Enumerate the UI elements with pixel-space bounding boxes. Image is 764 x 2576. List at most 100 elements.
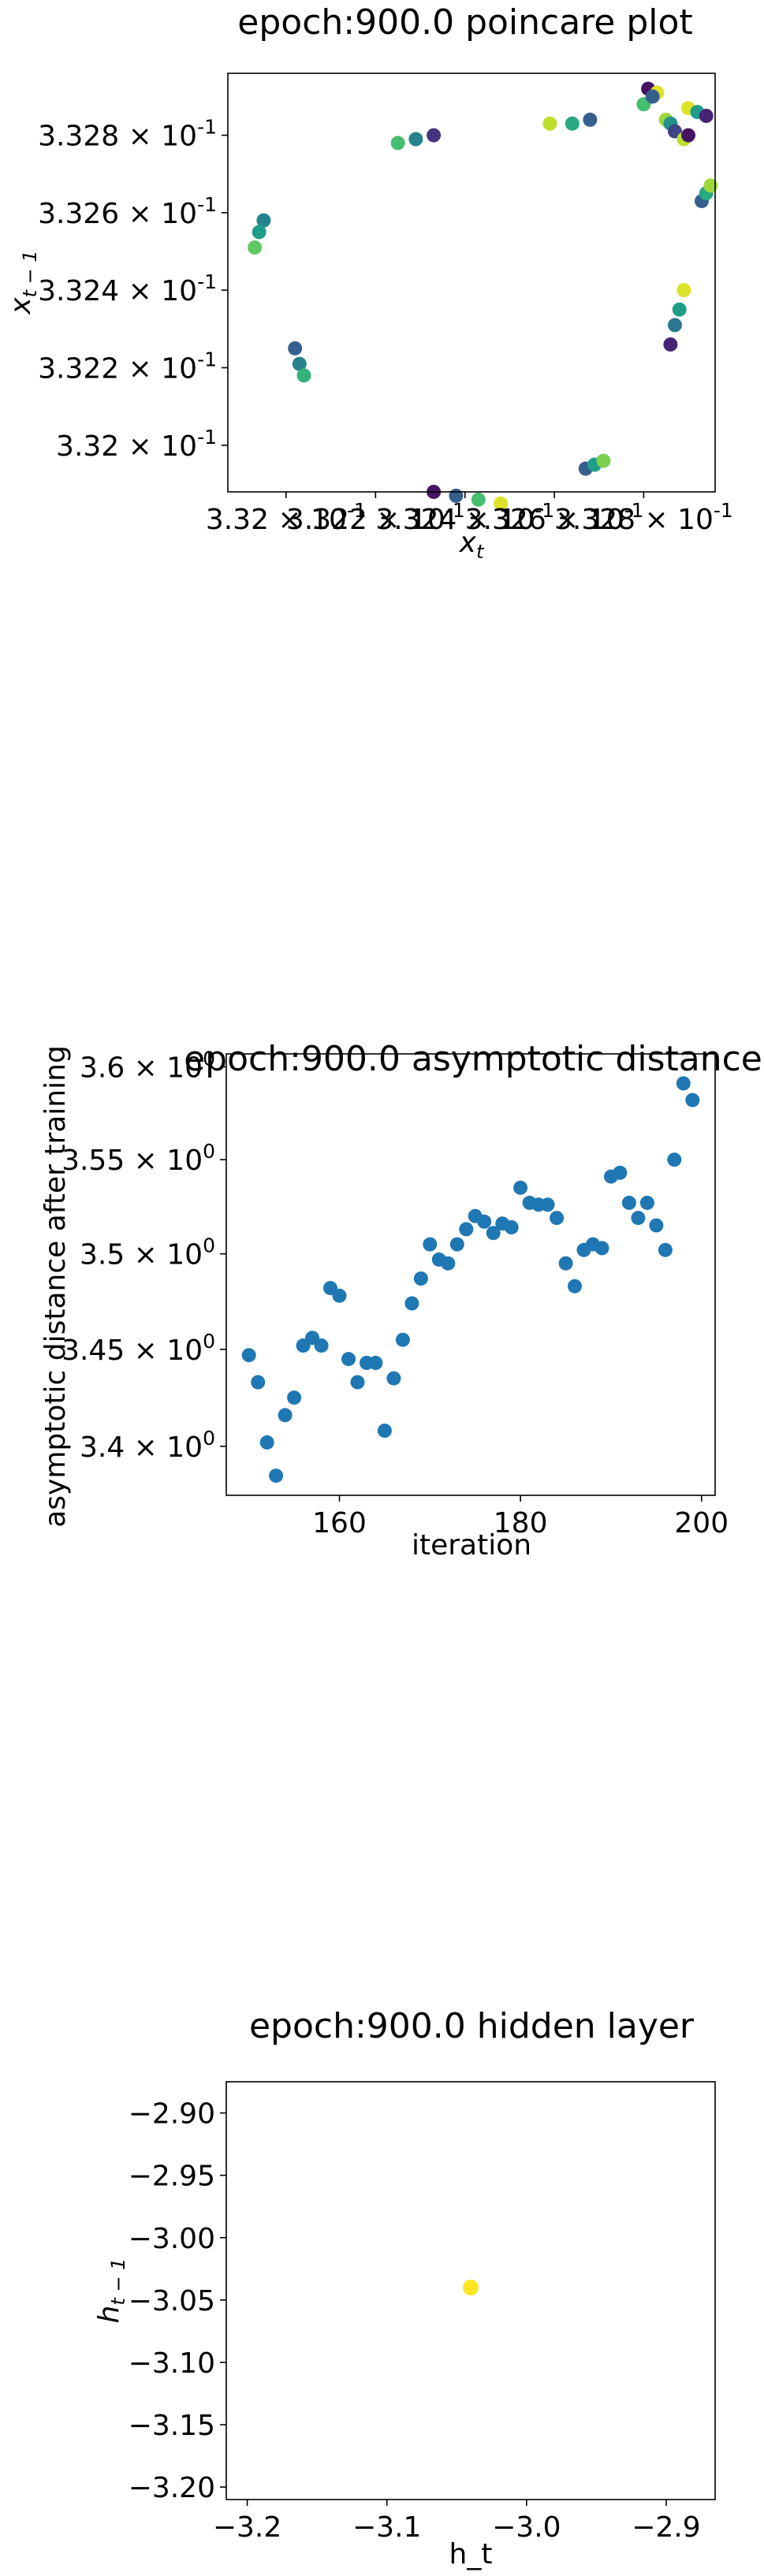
data-point (449, 1237, 464, 1252)
data-point (278, 1408, 293, 1423)
x-tick-label: 200 (674, 1507, 729, 1539)
asymptotic-distance-x-ticks: 160 180 200 (312, 1495, 729, 1539)
y-tick-label: −2.90 (129, 2098, 215, 2131)
data-point (699, 109, 714, 123)
poincare-plot-frame (227, 73, 716, 493)
data-point (408, 132, 423, 147)
data-point (471, 492, 486, 507)
data-point (558, 1256, 573, 1271)
data-point (395, 1332, 410, 1347)
data-point (463, 2280, 479, 2295)
data-point (341, 1352, 356, 1367)
x-tick-label: −2.9 (632, 2511, 700, 2544)
poincare-plot-marks (248, 81, 718, 511)
y-tick-label: 3.322 × 10-1 (38, 348, 217, 385)
x-tick-label: 3.32 × 10-1 (206, 499, 367, 536)
data-point (568, 1279, 582, 1294)
hidden-layer-x-axis-label: h_t (449, 2538, 493, 2570)
y-tick-label: −3.10 (129, 2347, 215, 2380)
data-point (639, 1195, 654, 1210)
data-point (613, 1165, 628, 1180)
data-point (486, 1226, 501, 1241)
hidden-layer-y-ticks: −2.90 −2.95 −3.00 −3.05 −3.10 −3.15 −3.20 (129, 2098, 226, 2504)
poincare-plot-title: epoch:900.0 poincare plot (237, 2, 692, 43)
data-point (676, 1076, 691, 1091)
data-point (621, 1195, 636, 1210)
hidden-layer-frame (225, 2081, 716, 2500)
y-tick-label: 3.32 × 10-1 (56, 426, 217, 463)
data-point (685, 1093, 700, 1107)
data-point (423, 1237, 438, 1252)
x-tick-label: 3.324 × 10-1 (375, 499, 554, 536)
data-point (596, 453, 611, 468)
x-tick-label: 160 (312, 1507, 367, 1539)
data-point (350, 1375, 365, 1390)
data-point (241, 1348, 256, 1363)
data-point (288, 341, 303, 356)
data-point (681, 128, 695, 143)
data-point (256, 213, 271, 228)
data-point (248, 240, 263, 255)
asymptotic-distance-title: epoch:900.0 asymptotic distance (184, 1039, 762, 1079)
data-point (668, 318, 682, 333)
data-point (459, 1222, 474, 1237)
data-point (594, 1241, 609, 1256)
data-point (292, 356, 307, 371)
poincare-plot-chart: epoch:900.0 poincare plot 3.32 × 10-13.3… (5, 2, 733, 563)
data-point (676, 283, 691, 298)
data-point (667, 1152, 682, 1167)
asymptotic-distance-y-ticks: 3.4 × 100 3.45 × 100 3.5 × 100 3.55 × 100 3.… (61, 1047, 226, 1464)
data-point (427, 128, 442, 143)
data-point (703, 178, 718, 193)
data-point (645, 89, 660, 104)
poincare-plot-y-axis-label: xt − 1 (5, 250, 41, 315)
data-point (377, 1424, 392, 1438)
data-point (658, 1242, 673, 1257)
data-point (287, 1390, 302, 1405)
y-tick-label: 3.324 × 10-1 (38, 270, 217, 307)
x-tick-label: 3.326 × 10-1 (465, 499, 644, 536)
hidden-layer-chart: epoch:900.0 hidden layer −3.2 −3.1 −3.0 −2.… (93, 2006, 716, 2570)
x-tick-label: 3.322 × 10-1 (286, 499, 465, 536)
asymptotic-distance-x-axis-label: iteration (412, 1529, 531, 1562)
data-point (540, 1197, 555, 1212)
y-tick-label: 3.328 × 10-1 (38, 116, 217, 153)
data-point (332, 1288, 347, 1303)
data-point (259, 1435, 274, 1450)
data-point (269, 1469, 284, 1483)
y-tick-label: 3.326 × 10-1 (38, 193, 217, 230)
asymptotic-distance-y-axis-label: asymptotic distance after training (39, 1045, 72, 1528)
data-point (413, 1271, 428, 1286)
y-tick-label: 3.6 × 100 (80, 1047, 215, 1084)
data-point (631, 1211, 646, 1226)
data-point (494, 496, 509, 511)
data-point (649, 1218, 664, 1233)
y-tick-label: −3.20 (129, 2472, 215, 2504)
hidden-layer-title: epoch:900.0 hidden layer (249, 2006, 695, 2046)
x-tick-label: −3.0 (492, 2511, 561, 2544)
poincare-plot-y-ticks: 3.32 × 10-1 3.322 × 10-1 3.324 × 10-1 3.326… (38, 116, 228, 463)
data-point (251, 1375, 266, 1390)
hidden-layer-y-axis-label: ht − 1 (93, 2258, 129, 2324)
asymptotic-distance-frame (225, 1053, 716, 1496)
data-point (386, 1371, 401, 1386)
y-tick-label: −3.05 (129, 2285, 215, 2317)
y-tick-label: 3.5 × 100 (80, 1234, 215, 1271)
data-point (504, 1220, 519, 1234)
hidden-layer-x-ticks: −3.2 −3.1 −3.0 −2.9 (213, 2500, 701, 2544)
x-tick-label: −3.1 (352, 2511, 421, 2544)
data-point (441, 1256, 456, 1271)
y-tick-label: −2.95 (129, 2161, 215, 2193)
y-tick-label: 3.45 × 100 (61, 1330, 215, 1367)
data-point (404, 1296, 419, 1311)
data-point (550, 1211, 565, 1226)
x-tick-label: 180 (494, 1507, 548, 1539)
data-point (583, 112, 598, 127)
data-point (672, 302, 687, 317)
y-tick-label: 3.55 × 100 (61, 1140, 215, 1177)
y-tick-label: −3.15 (129, 2410, 215, 2442)
data-point (390, 136, 405, 151)
asymptotic-distance-chart: epoch:900.0 asymptotic distance 160 180 20… (39, 1039, 762, 1562)
x-tick-label: 3.328 × 10-1 (554, 499, 733, 536)
